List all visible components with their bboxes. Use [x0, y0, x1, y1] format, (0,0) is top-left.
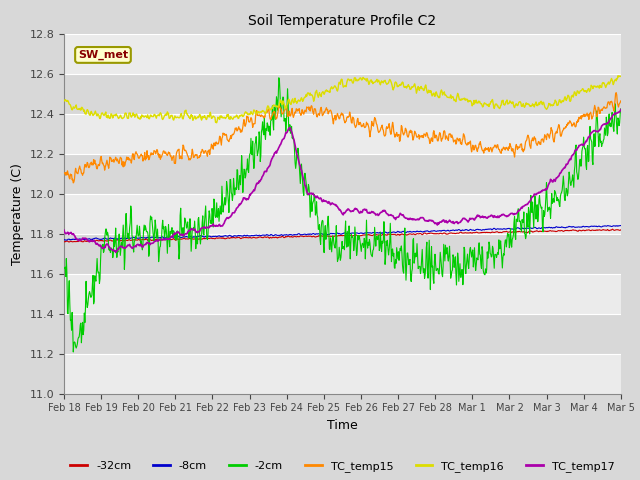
Bar — [64, 34, 621, 73]
X-axis label: Time: Time — [327, 419, 358, 432]
Bar — [64, 354, 621, 394]
Bar — [64, 193, 621, 234]
Y-axis label: Temperature (C): Temperature (C) — [11, 163, 24, 264]
Bar — [64, 274, 621, 313]
Title: Soil Temperature Profile C2: Soil Temperature Profile C2 — [248, 14, 436, 28]
Legend: -32cm, -8cm, -2cm, TC_temp15, TC_temp16, TC_temp17: -32cm, -8cm, -2cm, TC_temp15, TC_temp16,… — [66, 457, 619, 477]
Bar — [64, 114, 621, 154]
Text: SW_met: SW_met — [78, 50, 128, 60]
